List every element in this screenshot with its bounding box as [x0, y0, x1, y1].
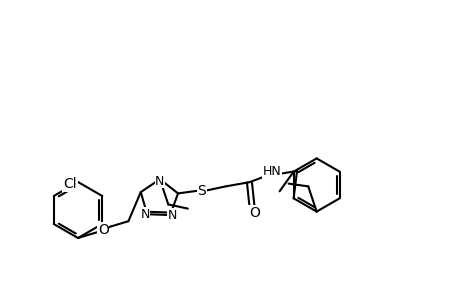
Text: N: N: [140, 208, 150, 221]
Text: HN: HN: [262, 165, 280, 178]
Text: O: O: [248, 206, 259, 220]
Text: Cl: Cl: [63, 177, 77, 191]
Text: N: N: [155, 175, 164, 188]
Text: O: O: [98, 223, 108, 237]
Text: S: S: [197, 184, 206, 198]
Text: N: N: [167, 208, 176, 221]
